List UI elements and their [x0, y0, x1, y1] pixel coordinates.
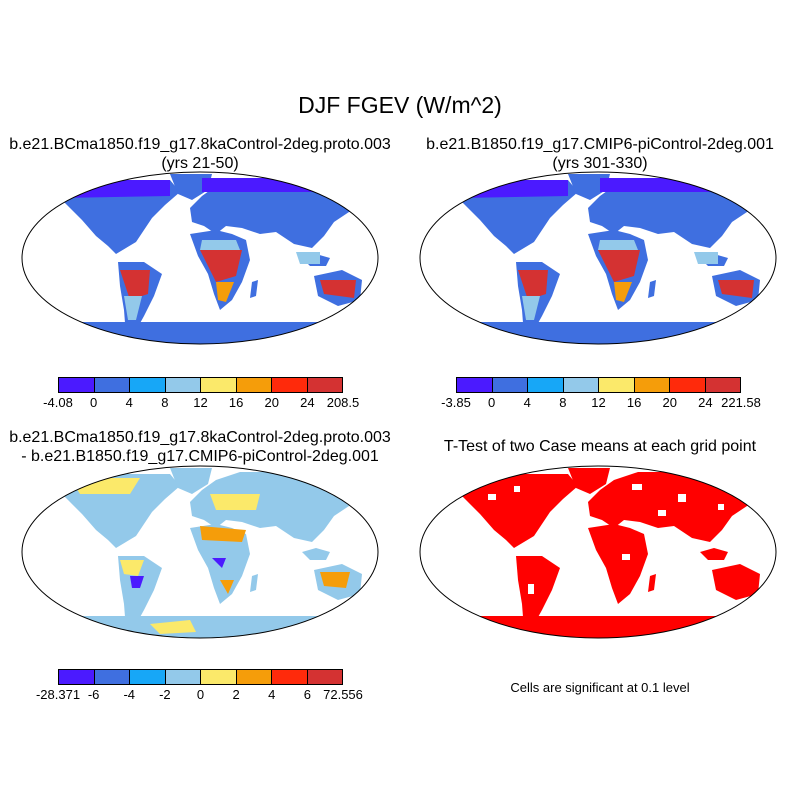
- colorbar-tick-label: -4.08: [43, 395, 73, 410]
- colorbar-tick-label: 12: [591, 395, 606, 410]
- panel-1-colorbar: [58, 377, 343, 393]
- colorbar-segment: [272, 670, 308, 684]
- colorbar-tick-label: 4: [523, 395, 531, 410]
- colorbar-segment: [59, 670, 95, 684]
- colorbar-tick-label: 12: [193, 395, 208, 410]
- colorbar-segment: [130, 670, 166, 684]
- colorbar-tick-label: -3.85: [441, 395, 471, 410]
- colorbar-segment: [236, 378, 272, 392]
- colorbar-tick-label: 20: [662, 395, 677, 410]
- colorbar-segment: [165, 670, 201, 684]
- colorbar-tick-label: 0: [488, 395, 496, 410]
- panel-2-title: b.e21.B1850.f19_g17.CMIP6-piControl-2deg…: [400, 135, 800, 173]
- colorbar-tick-label: 208.5: [326, 395, 360, 410]
- panel-3-title-line2: - b.e21.B1850.f19_g17.CMIP6-piControl-2d…: [21, 448, 379, 465]
- colorbar-segment: [705, 378, 740, 392]
- colorbar-tick-label: 8: [161, 395, 169, 410]
- colorbar-tick-label: 221.58: [721, 395, 761, 410]
- colorbar-tick-label: -4: [123, 687, 136, 702]
- colorbar-tick-label: 4: [125, 395, 133, 410]
- panel-3-colorbar: [58, 669, 343, 685]
- colorbar-tick-label: 6: [303, 687, 311, 702]
- colorbar-segment: [492, 378, 528, 392]
- colorbar-tick-label: -28.371: [35, 687, 81, 702]
- colorbar-tick-label: 24: [698, 395, 713, 410]
- panel-2-colorbar: [456, 377, 741, 393]
- colorbar-tick-label: 72.556: [323, 687, 363, 702]
- panel-4-map: [419, 465, 777, 639]
- colorbar-segment: [563, 378, 599, 392]
- colorbar-tick-label: -6: [87, 687, 100, 702]
- panel-1-colorbar-ticks: -4.08 0 4 8 12 16 20 24 208.5: [43, 395, 359, 411]
- colorbar-segment: [165, 378, 201, 392]
- panel-3-map: [21, 465, 379, 639]
- colorbar-tick-label: 20: [264, 395, 279, 410]
- panel-2-title-line1: b.e21.B1850.f19_g17.CMIP6-piControl-2deg…: [426, 136, 774, 153]
- colorbar-tick-label: 2: [232, 687, 240, 702]
- colorbar-tick-label: 4: [268, 687, 276, 702]
- colorbar-segment: [272, 378, 308, 392]
- colorbar-segment: [236, 670, 272, 684]
- colorbar-segment: [528, 378, 564, 392]
- colorbar-tick-label: -2: [159, 687, 171, 702]
- colorbar-segment: [457, 378, 493, 392]
- panel-3-colorbar-ticks: -28.371 -6 -4 -2 0 2 4 6 72.556: [36, 687, 363, 703]
- panel-4-title-line1: T-Test of two Case means at each grid po…: [443, 438, 757, 455]
- colorbar-tick-label: 8: [559, 395, 567, 410]
- colorbar-segment: [59, 378, 95, 392]
- colorbar-segment: [94, 378, 130, 392]
- colorbar-segment: [599, 378, 635, 392]
- colorbar-segment: [670, 378, 706, 392]
- colorbar-segment: [201, 670, 237, 684]
- panel-1-title-line2: (yrs 21-50): [161, 155, 239, 172]
- colorbar-tick-label: 0: [196, 687, 205, 702]
- panel-3-title: b.e21.BCma1850.f19_g17.8kaControl-2deg.p…: [0, 428, 400, 466]
- panel-3-title-line1: b.e21.BCma1850.f19_g17.8kaControl-2deg.p…: [9, 429, 391, 446]
- panel-2-colorbar-ticks: -3.85 0 4 8 12 16 20 24 221.58: [441, 395, 761, 411]
- colorbar-tick-label: 16: [228, 395, 244, 410]
- panel-2-title-line2: (yrs 301-330): [552, 155, 648, 172]
- colorbar-tick-label: 16: [626, 395, 642, 410]
- colorbar-segment: [201, 378, 237, 392]
- colorbar-tick-label: 0: [90, 395, 98, 410]
- colorbar-segment: [130, 378, 166, 392]
- panel-1-title-line1: b.e21.BCma1850.f19_g17.8kaControl-2deg.p…: [9, 136, 391, 153]
- colorbar-segment: [94, 670, 130, 684]
- figure-title: DJF FGEV (W/m^2): [298, 92, 502, 118]
- panel-1-map: [21, 171, 379, 345]
- colorbar-segment: [634, 378, 670, 392]
- colorbar-segment: [307, 378, 342, 392]
- panel-4-title: T-Test of two Case means at each grid po…: [400, 437, 800, 456]
- significance-note: Cells are significant at 0.1 level: [510, 680, 690, 695]
- colorbar-tick-label: 24: [300, 395, 315, 410]
- panel-2-map: [419, 171, 777, 345]
- colorbar-segment: [307, 670, 342, 684]
- panel-1-title: b.e21.BCma1850.f19_g17.8kaControl-2deg.p…: [0, 135, 400, 173]
